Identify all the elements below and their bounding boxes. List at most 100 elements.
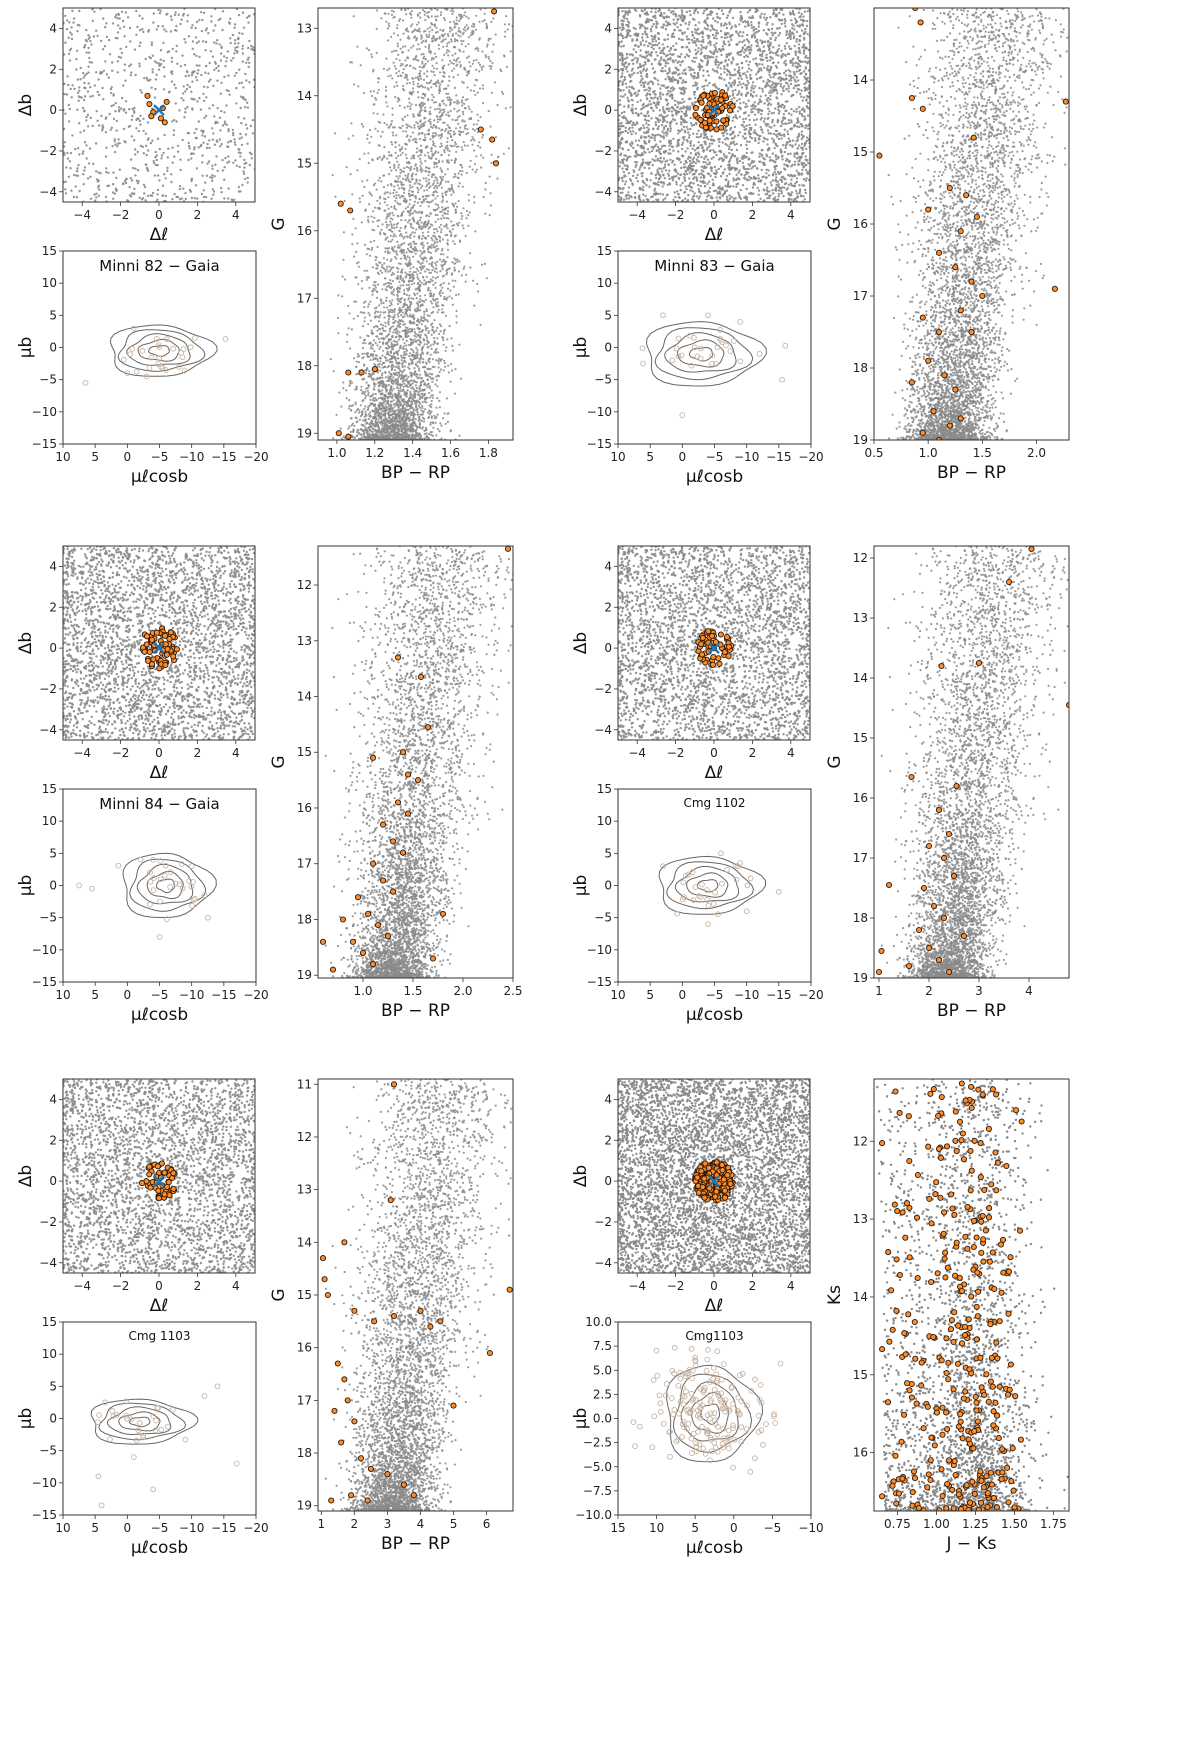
cmd-field-star: [386, 213, 389, 216]
cmd-field-star: [418, 369, 421, 372]
cmd-field-star: [372, 112, 375, 115]
cmd-field-star: [355, 300, 358, 303]
field-star: [216, 79, 219, 82]
field-star: [231, 131, 235, 135]
cmd-field-star: [450, 38, 453, 41]
cmd-field-star: [371, 246, 374, 250]
cmd-field-star: [417, 75, 420, 79]
cmd-field-star: [406, 389, 409, 392]
cmd-field-star: [394, 395, 397, 398]
cmd-field-star: [436, 118, 439, 121]
cmd-field-star: [389, 220, 392, 223]
cmd-field-star: [405, 126, 408, 129]
field-star: [170, 180, 173, 184]
cmd-field-star: [491, 62, 494, 65]
field-star: [113, 192, 117, 195]
cmd-field-star: [390, 258, 393, 261]
cmd-field-star: [393, 205, 396, 208]
field-star: [232, 56, 235, 60]
cmd-field-star: [395, 57, 398, 61]
cmd-field-star: [438, 127, 441, 130]
cmd-field-star: [367, 152, 370, 155]
cmd-field-star: [484, 212, 487, 215]
cmd-field-star: [420, 237, 424, 240]
cmd-field-star: [453, 161, 456, 164]
field-star: [242, 96, 245, 99]
cmd-field-star: [429, 295, 432, 298]
cmd-field-star: [445, 92, 448, 95]
cmd-field-star: [358, 157, 361, 161]
cmd-field-star: [341, 275, 344, 278]
cmd-field-star: [385, 420, 388, 423]
pm-member: [139, 348, 146, 354]
cmd-field-star: [463, 66, 466, 69]
field-star: [233, 138, 236, 141]
cmd-field-star: [412, 80, 415, 83]
cmd-field-star: [400, 170, 404, 173]
cmd-field-star: [427, 45, 431, 49]
cmd-field-star: [409, 313, 412, 316]
field-star: [184, 74, 187, 78]
cmd-field-star: [436, 37, 439, 40]
field-star: [231, 199, 234, 202]
cmd-field-star: [378, 144, 381, 147]
cmd-field-star: [433, 161, 436, 164]
pm-member: [163, 336, 170, 342]
field-star: [201, 18, 204, 22]
cmd-field-star: [372, 70, 375, 73]
cmd-field-star: [396, 222, 399, 225]
cmd-field-star: [419, 304, 423, 307]
cmd-field-star: [438, 406, 441, 409]
field-star: [63, 145, 66, 148]
field-star: [162, 88, 166, 91]
cmd-field-star: [362, 356, 365, 359]
cmd-field-star: [391, 434, 394, 437]
cmd-field-star: [380, 158, 383, 161]
cmd-field-star: [359, 404, 362, 407]
cmd-field-star: [461, 224, 464, 227]
field-star: [166, 156, 169, 159]
field-star: [200, 29, 204, 33]
cmd-field-star: [372, 423, 375, 426]
cmd-field-star: [393, 310, 396, 314]
cmd-field-star: [419, 75, 422, 78]
field-star: [83, 81, 86, 85]
field-star: [133, 48, 137, 51]
cmd-field-star: [432, 39, 435, 42]
field-star: [241, 44, 245, 48]
cmd-field-star: [409, 327, 412, 331]
cmd-field-star: [449, 27, 452, 30]
cmd-field-star: [373, 316, 377, 319]
field-star: [155, 61, 158, 64]
cmd-field-star: [429, 251, 432, 255]
cmd-field-star: [374, 259, 377, 262]
cmd-field-star: [419, 186, 422, 189]
field-star: [240, 81, 243, 84]
field-star: [190, 178, 193, 182]
pm-member: [222, 336, 229, 342]
cmd-field-star: [404, 256, 407, 259]
field-star: [248, 61, 251, 64]
cmd-field-star: [398, 417, 401, 420]
cmd-field-star: [433, 228, 436, 231]
cmd-field-star: [481, 50, 484, 53]
field-star: [248, 163, 251, 167]
cmd-field-star: [405, 425, 409, 428]
field-star: [143, 185, 147, 189]
cmd-field-star: [373, 281, 376, 284]
cmd-field-star: [378, 176, 381, 179]
cmd-field-star: [432, 293, 436, 296]
cmd-field-star: [408, 138, 411, 141]
cmd-field-star: [432, 132, 435, 135]
pm-member: [82, 380, 89, 386]
cmd-field-star: [458, 48, 461, 51]
field-star: [175, 120, 178, 123]
cmd-field-star: [384, 387, 387, 390]
cmd-field-star: [465, 209, 468, 213]
cmd-field-star: [417, 226, 420, 229]
cmd-field-star: [381, 288, 384, 291]
cmd-field-star: [381, 271, 384, 274]
cmd-field-star: [464, 127, 467, 130]
cmd-field-star: [420, 123, 423, 126]
cmd-field-star: [402, 320, 405, 323]
